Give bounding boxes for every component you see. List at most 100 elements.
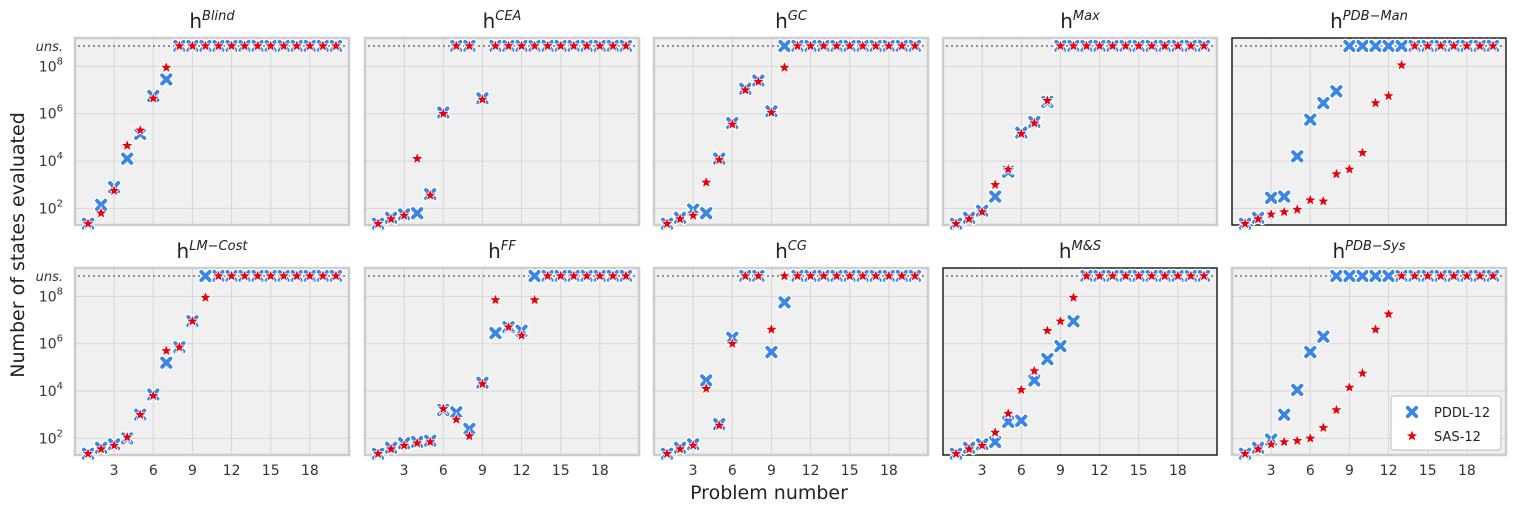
sas-point [383, 441, 399, 456]
panel-title: hPDB−Man [1330, 9, 1408, 33]
sas-point [1131, 268, 1147, 283]
panel-frame [942, 267, 1218, 456]
sas-point [1170, 38, 1186, 53]
legend-label-sas: SAS-12 [1434, 430, 1481, 445]
sas-point [592, 38, 608, 53]
x-tick-label: 12 [1380, 463, 1398, 479]
x-tick-label: 15 [1130, 463, 1148, 479]
sas-point [1250, 211, 1266, 226]
sas-point [302, 38, 318, 53]
pddl-point [1381, 38, 1397, 54]
pddl-point [1263, 190, 1279, 206]
legend-x-marker [1404, 404, 1420, 420]
sas-point [1472, 38, 1488, 53]
sas-point [738, 268, 753, 283]
sas-point [250, 38, 265, 53]
sas-point [948, 216, 964, 231]
panel-6: hFF 3 6 9 12 15 18 [363, 239, 641, 479]
sas-point [1079, 268, 1094, 283]
x-tick-label: 6 [728, 463, 737, 479]
sas-point [488, 292, 503, 307]
sas-point [1131, 38, 1147, 53]
sas-point [383, 211, 399, 226]
panel-frame [73, 266, 351, 457]
sas-point [1053, 313, 1068, 328]
sas-point [1276, 434, 1292, 449]
pddl-point [777, 294, 792, 310]
sas-point [1105, 38, 1120, 53]
panel-frame [73, 36, 351, 227]
sas-point [289, 38, 305, 53]
sas-point [1170, 268, 1186, 283]
x-tick-label: 18 [301, 463, 319, 479]
sas-point [1053, 38, 1068, 53]
sas-point [592, 268, 608, 283]
sas-point [698, 381, 714, 395]
sas-point [1196, 268, 1212, 283]
panel-title: hM&S [1059, 239, 1101, 263]
sas-point [1105, 268, 1120, 283]
pddl-point [1013, 413, 1029, 429]
sas-point [1407, 268, 1422, 283]
sas-point [276, 268, 292, 283]
pddl-point [1276, 407, 1292, 423]
sas-point [711, 417, 727, 432]
legend-label-pddl: PDDL-12 [1434, 406, 1490, 421]
sas-point [816, 38, 831, 53]
pddl-point [1341, 268, 1357, 284]
sas-point [672, 211, 688, 226]
sas-point [185, 313, 200, 328]
sas-point [894, 268, 910, 283]
pddl-point [1000, 414, 1016, 430]
sas-point [1407, 38, 1422, 53]
sas-point [1368, 95, 1383, 110]
sas-point [119, 429, 135, 444]
sas-point [449, 411, 464, 426]
sas-point [790, 268, 805, 283]
x-tick-label: 15 [262, 463, 280, 479]
sas-point [370, 216, 386, 231]
sas-point [1196, 38, 1212, 53]
pddl-point [1302, 344, 1318, 360]
panel-3: hMax [941, 9, 1219, 232]
sas-point [540, 38, 555, 53]
x-tick-label: 9 [767, 463, 776, 479]
x-tick-label: 15 [1419, 463, 1437, 479]
x-tick-label: 12 [1091, 463, 1109, 479]
sas-point [396, 437, 412, 452]
x-tick-label: 3 [400, 463, 409, 479]
y-tick-label: 106 [39, 104, 63, 123]
panel-4: hPDB−Man [1231, 9, 1507, 232]
sas-point [974, 204, 990, 219]
sas-point [80, 446, 96, 461]
sas-point [566, 268, 582, 283]
sas-point [488, 38, 503, 53]
sas-point [1276, 204, 1292, 219]
sas-point [1066, 38, 1081, 53]
pddl-point [987, 434, 1003, 450]
pddl-point [1394, 38, 1410, 54]
panel-frame [363, 36, 641, 227]
sas-point [579, 268, 595, 283]
sas-point [449, 38, 464, 53]
x-tick-label: 6 [439, 463, 448, 479]
sas-point [93, 205, 109, 220]
sas-point [553, 38, 569, 53]
y-tick-label: 106 [39, 334, 63, 353]
sas-point [276, 38, 292, 53]
sas-point [302, 268, 318, 283]
sas-point [328, 268, 344, 283]
pddl-point [698, 372, 714, 388]
sas-point [1446, 38, 1462, 53]
pddl-point [158, 355, 174, 371]
panel-title: hBlind [189, 9, 235, 33]
panel-frame [941, 36, 1219, 227]
sas-point [1485, 38, 1501, 53]
sas-point [237, 268, 252, 283]
sas-point [948, 446, 964, 461]
sas-point [409, 435, 425, 450]
sas-point [881, 268, 897, 283]
sas-point [659, 446, 675, 461]
